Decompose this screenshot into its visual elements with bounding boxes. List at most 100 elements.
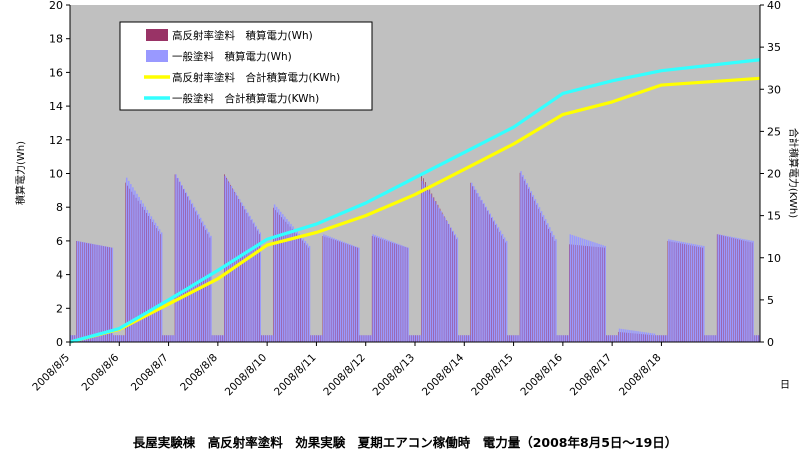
bar: [434, 200, 436, 342]
bar: [481, 199, 483, 342]
bar: [669, 241, 671, 342]
bar: [256, 230, 258, 342]
bar: [597, 247, 599, 342]
y-tick-label-left: 6: [56, 235, 63, 248]
bar: [327, 235, 329, 342]
x-tick-label: 2008/8/5: [30, 352, 72, 394]
bar: [725, 235, 728, 342]
bar: [263, 335, 266, 342]
bar: [173, 335, 175, 342]
bar: [72, 335, 73, 342]
bar: [401, 245, 403, 342]
bar: [131, 191, 133, 342]
bar: [306, 245, 307, 342]
bar: [493, 221, 494, 342]
bar: [620, 332, 622, 342]
bar: [281, 217, 283, 342]
bar: [288, 221, 290, 342]
bar: [325, 235, 327, 342]
bar: [316, 335, 319, 342]
bar: [181, 185, 183, 342]
bar: [544, 220, 546, 342]
bar: [286, 219, 288, 342]
bar: [752, 240, 754, 342]
bar: [546, 224, 548, 342]
bar: [528, 187, 530, 342]
bar: [719, 234, 721, 342]
bar: [569, 234, 572, 342]
bar: [413, 335, 415, 342]
x-tick-label: 2008/8/18: [617, 352, 664, 399]
bar: [365, 335, 367, 342]
bar: [156, 226, 159, 342]
y-tick-label-right: 10: [767, 252, 781, 265]
bar: [314, 335, 316, 342]
bar: [491, 216, 494, 342]
y-tick-label-left: 10: [49, 168, 63, 181]
bar: [743, 240, 745, 342]
bar: [117, 335, 118, 342]
y-axis-title-right: 合計積算電力(KWh): [787, 128, 800, 218]
bar: [366, 335, 368, 342]
bar: [610, 335, 611, 342]
bar: [178, 181, 180, 342]
bar: [252, 223, 254, 342]
bar: [612, 335, 615, 342]
bar: [567, 335, 570, 342]
bar: [493, 220, 496, 342]
bar: [559, 335, 561, 342]
bar: [464, 335, 467, 342]
bar: [170, 335, 172, 342]
bar: [692, 244, 695, 342]
bar: [180, 185, 182, 342]
bar: [473, 186, 475, 342]
bar: [121, 335, 124, 342]
bar: [676, 240, 678, 342]
bar: [236, 195, 238, 342]
bar: [666, 335, 668, 342]
y-tick-label-right: 20: [767, 168, 781, 181]
bar: [657, 335, 660, 342]
bar: [579, 237, 582, 342]
bar: [339, 241, 340, 342]
bar: [659, 335, 662, 342]
bar: [214, 335, 216, 342]
bar: [480, 200, 482, 342]
bar: [382, 238, 385, 342]
bar: [696, 244, 699, 342]
bar: [310, 335, 313, 342]
bar: [152, 219, 155, 342]
legend-swatch: [146, 29, 168, 41]
bar: [612, 335, 613, 342]
bar: [322, 236, 324, 342]
bar: [243, 205, 245, 342]
bar: [442, 214, 444, 342]
bar: [296, 231, 298, 342]
bar: [388, 240, 391, 342]
bar: [429, 194, 432, 342]
bar: [378, 236, 381, 342]
bar: [374, 235, 376, 342]
bar: [392, 242, 394, 342]
bar: [367, 335, 369, 342]
bar: [649, 334, 650, 342]
bar: [421, 181, 424, 342]
bar: [729, 236, 732, 342]
bar: [634, 333, 636, 342]
bar: [219, 335, 221, 342]
bar: [292, 226, 294, 342]
bar: [207, 233, 209, 342]
bar: [744, 239, 746, 342]
bar: [604, 245, 606, 342]
bar: [601, 247, 603, 342]
bar: [624, 332, 626, 342]
bar: [125, 177, 128, 342]
bar: [641, 331, 643, 342]
bar: [589, 246, 591, 342]
bar: [755, 335, 757, 342]
bar: [139, 203, 141, 342]
bar: [140, 200, 142, 342]
bar: [320, 335, 322, 342]
bar: [179, 181, 181, 342]
bar: [729, 237, 730, 342]
